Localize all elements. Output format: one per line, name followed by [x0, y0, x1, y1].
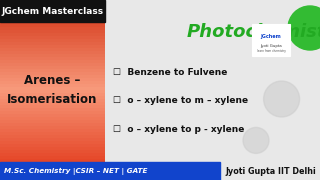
- Bar: [0, 153, 105, 156]
- Text: ☐  Benzene to Fulvene: ☐ Benzene to Fulvene: [113, 68, 228, 76]
- Text: ☐  o – xylene to m – xylene: ☐ o – xylene to m – xylene: [113, 96, 248, 105]
- Text: JGchem Masterclass: JGchem Masterclass: [1, 6, 104, 15]
- Bar: [252, 24, 290, 56]
- Bar: [0, 9, 105, 12]
- Text: ☐  o – xylene to p - xylene: ☐ o – xylene to p - xylene: [113, 125, 244, 134]
- Bar: [0, 168, 105, 171]
- Bar: [0, 36, 105, 39]
- Bar: [0, 108, 105, 111]
- Bar: [0, 66, 105, 69]
- Bar: [0, 111, 105, 114]
- Bar: [0, 177, 105, 180]
- Bar: [0, 114, 105, 117]
- Bar: [0, 12, 105, 15]
- Bar: [0, 90, 105, 93]
- Bar: [0, 159, 105, 162]
- Bar: [0, 57, 105, 60]
- Bar: [0, 162, 220, 180]
- Bar: [0, 21, 105, 24]
- Bar: [0, 24, 105, 27]
- Bar: [0, 156, 105, 159]
- Bar: [0, 3, 105, 6]
- Text: M.Sc. Chemistry |CSIR – NET | GATE: M.Sc. Chemistry |CSIR – NET | GATE: [4, 167, 148, 175]
- Bar: [0, 141, 105, 144]
- Bar: [0, 48, 105, 51]
- Text: JGchem: JGchem: [260, 34, 281, 39]
- Bar: [0, 120, 105, 123]
- Bar: [0, 0, 105, 3]
- Bar: [0, 0, 105, 22]
- Bar: [0, 15, 105, 18]
- Bar: [0, 27, 105, 30]
- Bar: [0, 45, 105, 48]
- Bar: [0, 132, 105, 135]
- Text: Jyoti Gupta IIT Delhi: Jyoti Gupta IIT Delhi: [225, 166, 316, 176]
- Bar: [0, 63, 105, 66]
- Bar: [0, 60, 105, 63]
- Bar: [0, 123, 105, 126]
- Bar: [0, 117, 105, 120]
- Bar: [0, 147, 105, 150]
- Circle shape: [243, 127, 269, 153]
- Bar: [0, 78, 105, 81]
- Bar: [0, 75, 105, 78]
- Bar: [0, 129, 105, 132]
- Bar: [0, 105, 105, 108]
- Bar: [0, 30, 105, 33]
- Text: Arenes –
Isomerisation: Arenes – Isomerisation: [7, 74, 98, 106]
- Bar: [0, 69, 105, 72]
- Text: Jyoti Gupta: Jyoti Gupta: [260, 44, 282, 48]
- Bar: [0, 102, 105, 105]
- Bar: [0, 162, 105, 165]
- Bar: [0, 126, 105, 129]
- Bar: [0, 18, 105, 21]
- Bar: [0, 135, 105, 138]
- Bar: [0, 165, 105, 168]
- Bar: [0, 87, 105, 90]
- Bar: [0, 81, 105, 84]
- Bar: [0, 72, 105, 75]
- Text: Photochemistry: Photochemistry: [187, 23, 320, 41]
- Bar: [0, 54, 105, 57]
- Circle shape: [288, 6, 320, 50]
- Bar: [0, 174, 105, 177]
- Text: learn from chemistry: learn from chemistry: [257, 49, 285, 53]
- Bar: [0, 42, 105, 45]
- Bar: [0, 84, 105, 87]
- Bar: [0, 144, 105, 147]
- Bar: [0, 33, 105, 36]
- Bar: [0, 6, 105, 9]
- Bar: [0, 99, 105, 102]
- Bar: [0, 138, 105, 141]
- Bar: [0, 171, 105, 174]
- Bar: [0, 96, 105, 99]
- Bar: [0, 93, 105, 96]
- Bar: [0, 51, 105, 54]
- Bar: [0, 39, 105, 42]
- Bar: [0, 150, 105, 153]
- Circle shape: [264, 81, 300, 117]
